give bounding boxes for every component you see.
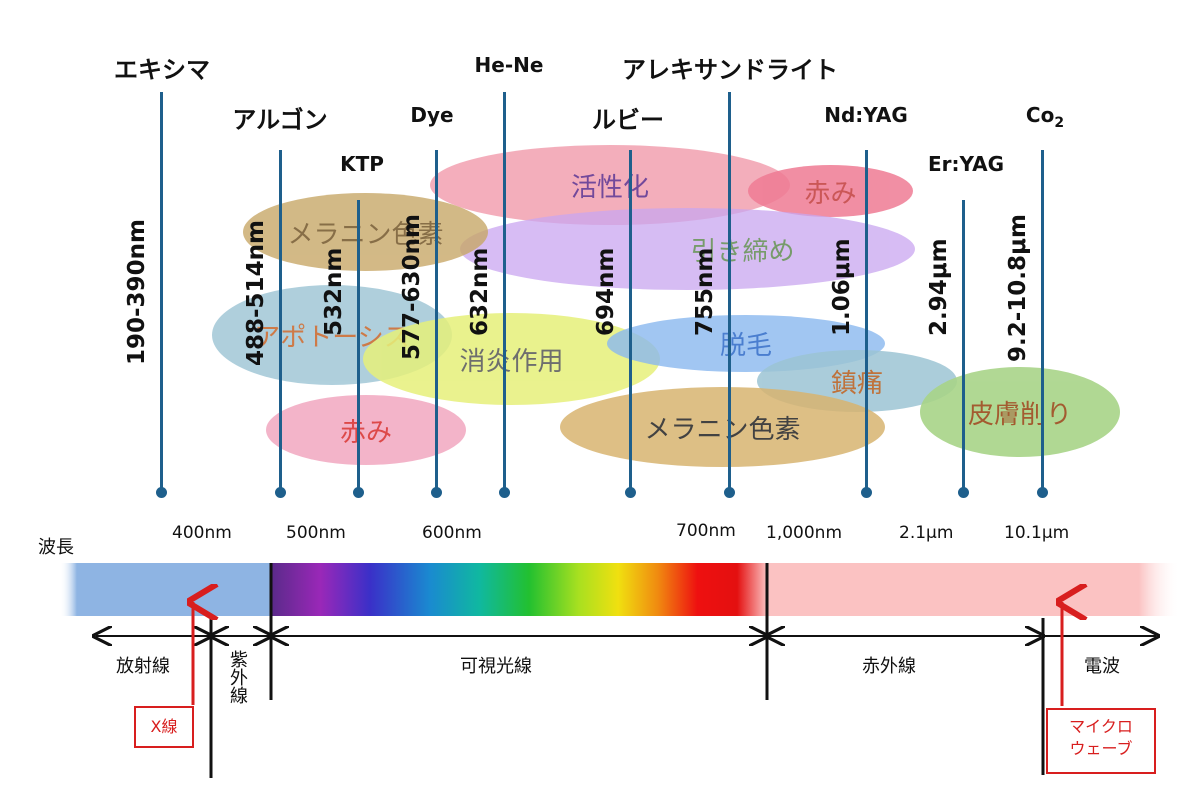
laser-line-excimer: [160, 92, 163, 492]
effect-tightening: 引き締め: [460, 208, 915, 290]
effect-redness-top: 赤み: [748, 165, 913, 217]
laser-name-co2-sub: 2: [1054, 115, 1065, 131]
laser-name-er-yag: Er:YAG: [928, 152, 1004, 176]
laser-name-alexandrite: アレキサンドライト: [622, 56, 838, 84]
laser-name-ruby: ルビー: [592, 106, 664, 134]
scale-tick-2-1um: 2.1μm: [899, 523, 954, 543]
effect-anti-inflammatory: 消炎作用: [363, 313, 660, 405]
effect-label: 活性化: [570, 172, 649, 203]
effect-label: 赤み: [339, 417, 392, 448]
microwave-callout: マイクロ ウェーブ: [1046, 708, 1156, 774]
laser-name-co2: Co2: [1026, 103, 1064, 131]
effect-melanin-bottom: メラニン色素: [560, 387, 885, 467]
laser-name-nd-yag: Nd:YAG: [824, 103, 908, 127]
laser-line-he-ne: [503, 92, 506, 492]
microwave-label-line2: ウェーブ: [1069, 739, 1133, 758]
effect-label: メラニン色素: [644, 414, 801, 445]
effect-label: 引き締め: [690, 236, 795, 267]
laser-dot-co2: [1037, 487, 1048, 498]
laser-dot-ktp: [353, 487, 364, 498]
xray-callout: X線: [134, 706, 194, 748]
laser-line-argon: [279, 150, 282, 492]
laser-dot-excimer: [156, 487, 167, 498]
laser-dot-argon: [275, 487, 286, 498]
effect-redness-bottom: 赤み: [266, 395, 466, 465]
scale-tick-600nm: 600nm: [422, 523, 482, 543]
effect-label: 赤み: [804, 178, 857, 209]
laser-dot-nd-yag: [861, 487, 872, 498]
region-visible: 可視光線: [460, 656, 532, 677]
region-radio: 電波: [1084, 656, 1120, 677]
region-ultraviolet: 紫外線: [227, 650, 248, 704]
laser-line-er-yag: [962, 200, 965, 492]
region-radiation: 放射線: [116, 656, 170, 677]
laser-line-ktp: [357, 200, 360, 492]
laser-name-argon: アルゴン: [232, 106, 328, 134]
laser-line-ruby: [629, 150, 632, 492]
laser-dot-ruby: [625, 487, 636, 498]
effect-label: メラニン色素: [287, 219, 444, 250]
region-infrared: 赤外線: [862, 656, 916, 677]
band-visible: [271, 563, 767, 616]
scale-tick-10-1um: 10.1μm: [1004, 523, 1070, 543]
scale-title: 波長: [38, 537, 74, 558]
laser-line-alexandrite: [728, 92, 731, 492]
laser-dot-dye: [431, 487, 442, 498]
effect-melanin-top: メラニン色素: [243, 193, 488, 271]
scale-tick-700nm: 700nm: [676, 521, 736, 541]
laser-dot-alexandrite: [724, 487, 735, 498]
effect-label: 皮膚削り: [967, 399, 1072, 430]
band-infrared: [767, 563, 1180, 616]
laser-dot-er-yag: [958, 487, 969, 498]
laser-name-ktp: KTP: [340, 152, 384, 176]
laser-name-he-ne: He-Ne: [474, 53, 544, 77]
laser-name-excimer: エキシマ: [114, 56, 210, 84]
laser-name-co2-base: Co: [1025, 103, 1055, 127]
laser-line-dye: [435, 150, 438, 492]
laser-line-nd-yag: [865, 150, 868, 492]
scale-tick-1000nm: 1,000nm: [766, 523, 843, 543]
band-radiation-uv: [60, 563, 271, 616]
scale-tick-500nm: 500nm: [286, 523, 346, 543]
laser-name-dye: Dye: [410, 103, 454, 127]
effect-label: 消炎作用: [459, 346, 564, 377]
laser-line-co2: [1041, 150, 1044, 492]
effect-skin-resurfacing: 皮膚削り: [920, 367, 1120, 457]
effect-label: 鎮痛: [830, 368, 883, 399]
scale-tick-400nm: 400nm: [172, 523, 232, 543]
laser-dot-he-ne: [499, 487, 510, 498]
xray-label: X線: [150, 717, 178, 736]
microwave-label-line1: マイクロ: [1069, 717, 1133, 736]
